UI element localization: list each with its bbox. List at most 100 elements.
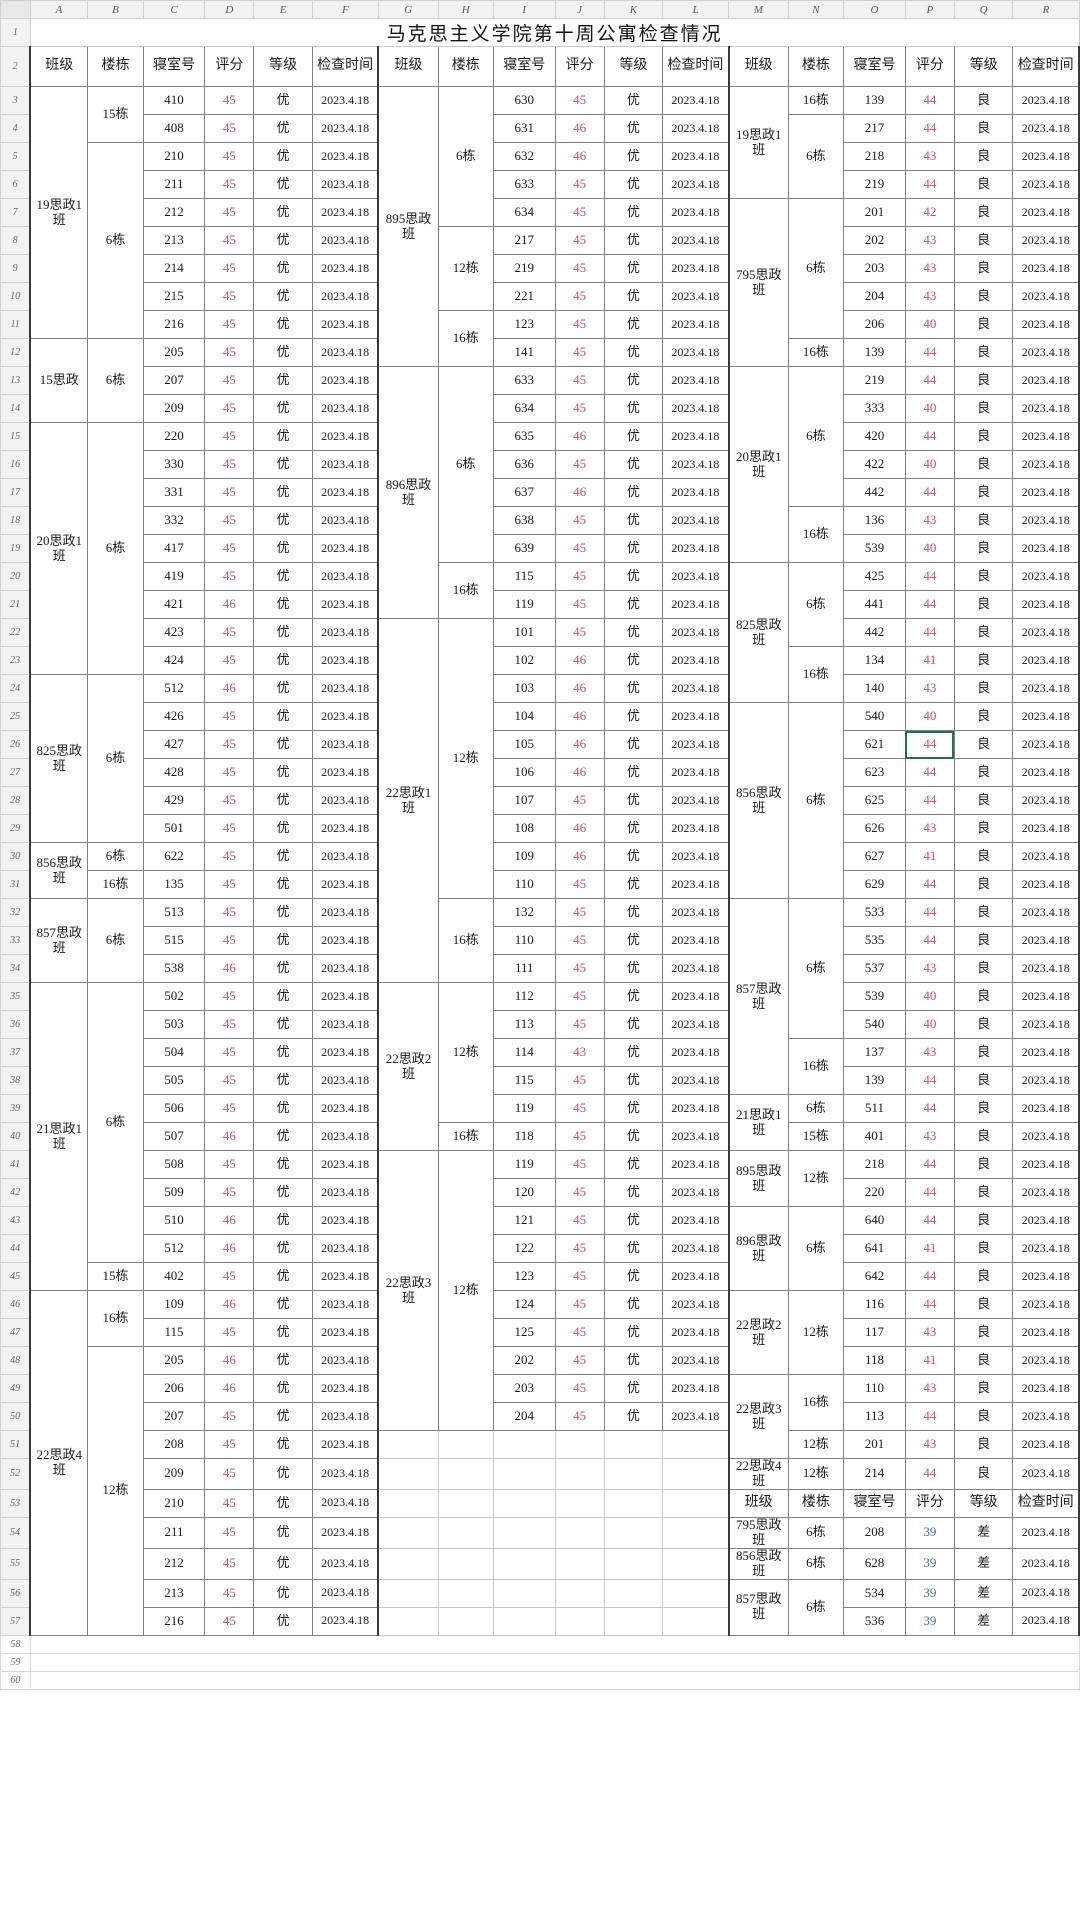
cell-score[interactable]: 45 — [204, 1488, 255, 1518]
cell-score[interactable]: 45 — [204, 394, 255, 423]
cell-time[interactable]: 2023.4.18 — [662, 1038, 730, 1067]
cell-grade[interactable]: 优 — [253, 170, 313, 199]
cell-room[interactable]: 537 — [843, 954, 906, 983]
row-number-19[interactable]: 19 — [0, 534, 31, 563]
cell-grade[interactable]: 良 — [953, 674, 1014, 703]
cell-time[interactable]: 2023.4.18 — [662, 954, 730, 983]
cell-time[interactable]: 2023.4.18 — [1012, 86, 1080, 115]
select-all-corner[interactable] — [0, 0, 31, 19]
cell-room[interactable]: 106 — [492, 758, 556, 787]
cell-score[interactable]: 44 — [904, 1178, 955, 1207]
cell-empty[interactable] — [554, 1458, 605, 1490]
cell-grade[interactable]: 优 — [603, 394, 664, 423]
table-row[interactable]: 26 427 45 优 2023.4.18 105 46 优 2023.4.18 621 44 良 20… — [0, 730, 1080, 759]
column-header-O[interactable]: O — [843, 0, 906, 19]
cell-grade[interactable]: 优 — [253, 534, 313, 563]
table-row[interactable]: 12 15思政 6栋 205 45 优 2023.4.18 141 45 优 2023.4.18 16… — [0, 338, 1080, 423]
cell-building[interactable]: 6栋 — [787, 562, 845, 647]
cell-room[interactable]: 504 — [142, 1038, 206, 1067]
cell-score[interactable]: 45 — [204, 1318, 255, 1347]
cell-score[interactable]: 46 — [204, 954, 255, 983]
cell-grade[interactable]: 良 — [953, 1318, 1014, 1347]
cell-time[interactable]: 2023.4.18 — [311, 1010, 380, 1039]
row-number-50[interactable]: 50 — [0, 1402, 31, 1431]
cell-grade[interactable]: 优 — [603, 1234, 664, 1263]
cell-time[interactable]: 2023.4.18 — [662, 590, 730, 619]
cell-score[interactable]: 45 — [204, 758, 255, 787]
cell-time[interactable]: 2023.4.18 — [311, 310, 380, 339]
cell-time[interactable]: 2023.4.18 — [311, 1318, 380, 1347]
cell-time[interactable]: 2023.4.18 — [1012, 954, 1080, 983]
cell-time[interactable]: 2023.4.18 — [1012, 310, 1080, 339]
table-row[interactable]: 28 429 45 优 2023.4.18 107 45 优 2023.4.18 625 44 良 20… — [0, 786, 1080, 815]
cell-score[interactable]: 45 — [204, 1150, 255, 1179]
cell-room[interactable]: 115 — [492, 562, 556, 591]
row-number-49[interactable]: 49 — [0, 1374, 31, 1403]
table-row[interactable]: 24 825思政班 6栋 512 46 优 2023.4.18 103 46 优 2023.4.18… — [0, 674, 1080, 843]
cell-class[interactable]: 20思政1班 — [29, 422, 89, 675]
cell-score[interactable]: 45 — [554, 282, 605, 311]
cell-score[interactable]: 46 — [204, 1290, 255, 1319]
cell-time[interactable]: 2023.4.18 — [662, 1066, 730, 1095]
cell-score[interactable]: 41 — [904, 646, 955, 675]
cell-grade[interactable]: 优 — [603, 1402, 664, 1431]
cell-score[interactable]: 46 — [554, 674, 605, 703]
table-row[interactable]: 34 538 46 优 2023.4.18 111 45 优 2023.4.18 537 43 良 20… — [0, 954, 1080, 983]
cell-class[interactable]: 825思政班 — [29, 674, 89, 843]
cell-score[interactable]: 45 — [554, 926, 605, 955]
cell-score[interactable]: 45 — [204, 198, 255, 227]
cell-class[interactable]: 15思政 — [29, 338, 89, 423]
cell-score[interactable]: 43 — [554, 1038, 605, 1067]
cell-grade[interactable]: 良 — [953, 1402, 1014, 1431]
cell-score[interactable]: 45 — [554, 86, 605, 115]
cell-grade[interactable]: 差 — [953, 1606, 1014, 1636]
cell-room[interactable]: 218 — [843, 1150, 906, 1179]
cell-score[interactable]: 46 — [554, 842, 605, 871]
cell-room[interactable]: 626 — [843, 814, 906, 843]
cell-score[interactable]: 44 — [904, 870, 955, 899]
cell-time[interactable]: 2023.4.18 — [311, 394, 380, 423]
cell-score[interactable]: 45 — [204, 1262, 255, 1291]
cell-grade[interactable]: 优 — [603, 982, 664, 1011]
table-row[interactable]: 37 504 45 优 2023.4.18 114 43 优 2023.4.18 16栋 137 43… — [0, 1038, 1080, 1095]
row-number-13[interactable]: 13 — [0, 366, 31, 395]
cell-grade[interactable]: 良 — [953, 170, 1014, 199]
cell-grade[interactable]: 优 — [603, 786, 664, 815]
cell-time[interactable]: 2023.4.18 — [1012, 1262, 1080, 1291]
cell-score[interactable]: 45 — [204, 142, 255, 171]
cell-time[interactable]: 2023.4.18 — [311, 1547, 380, 1580]
cell-room[interactable]: 419 — [142, 562, 206, 591]
row-number-43[interactable]: 43 — [0, 1206, 31, 1235]
cell-empty[interactable] — [377, 1458, 439, 1490]
table-row[interactable]: 14 209 45 优 2023.4.18 634 45 优 2023.4.18 333 40 良 20… — [0, 394, 1080, 423]
cell-room[interactable]: 101 — [492, 618, 556, 647]
cell-room[interactable]: 139 — [843, 338, 906, 367]
cell-time[interactable]: 2023.4.18 — [1012, 1290, 1080, 1319]
cell-empty[interactable] — [377, 1578, 439, 1608]
cell-grade[interactable]: 优 — [253, 1318, 313, 1347]
cell-grade[interactable]: 良 — [953, 982, 1014, 1011]
cell-score[interactable]: 评分 — [904, 1488, 955, 1518]
cell-building[interactable]: 16栋 — [787, 1374, 845, 1431]
cell-grade[interactable]: 优 — [603, 506, 664, 535]
cell-room[interactable]: 107 — [492, 786, 556, 815]
cell-grade[interactable]: 优 — [603, 926, 664, 955]
cell-grade[interactable]: 优 — [253, 1547, 313, 1580]
cell-room[interactable]: 210 — [142, 142, 206, 171]
cell-building[interactable]: 6栋 — [787, 1578, 845, 1636]
cell-score[interactable]: 45 — [204, 646, 255, 675]
cell-grade[interactable]: 优 — [603, 618, 664, 647]
cell-grade[interactable]: 良 — [953, 394, 1014, 423]
cell-grade[interactable]: 优 — [603, 450, 664, 479]
cell-room[interactable]: 333 — [843, 394, 906, 423]
cell-time[interactable]: 2023.4.18 — [311, 282, 380, 311]
cell-score[interactable]: 45 — [204, 114, 255, 143]
cell-time[interactable]: 2023.4.18 — [1012, 758, 1080, 787]
table-row[interactable]: 5 6栋 210 45 优 2023.4.18 632 46 优 2023.4.18 218 43 良 2… — [0, 142, 1080, 339]
cell-grade[interactable]: 优 — [603, 1178, 664, 1207]
cell-grade[interactable]: 良 — [953, 282, 1014, 311]
cell-grade[interactable]: 良 — [953, 1374, 1014, 1403]
cell-grade[interactable]: 良 — [953, 1206, 1014, 1235]
cell-time[interactable]: 2023.4.18 — [1012, 142, 1080, 171]
cell-grade[interactable]: 良 — [953, 506, 1014, 535]
